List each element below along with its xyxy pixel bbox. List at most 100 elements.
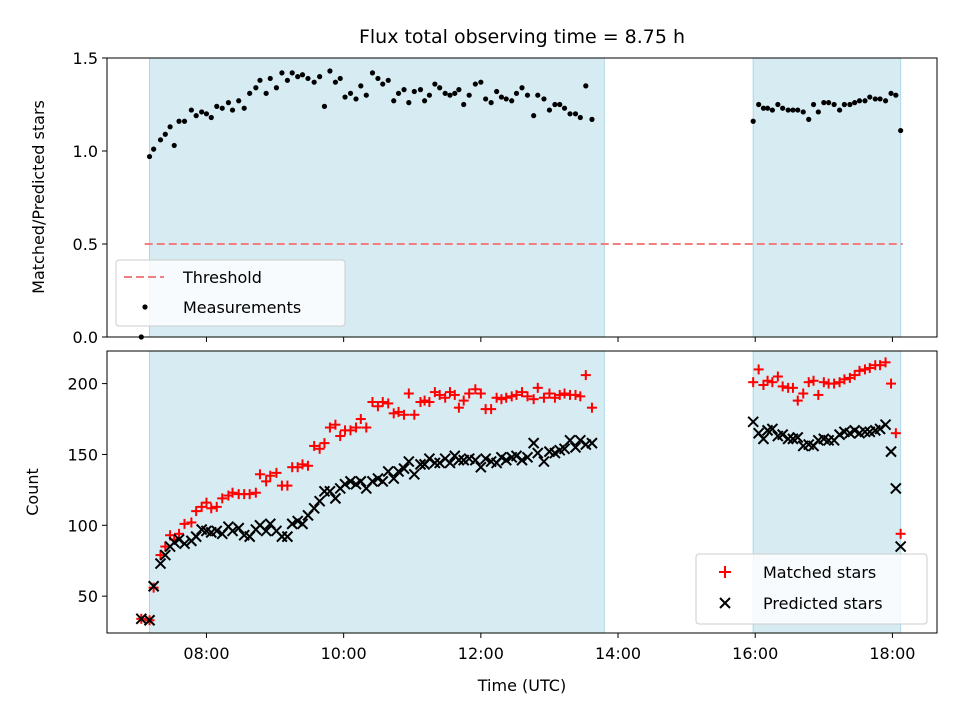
measurement-point — [483, 96, 489, 102]
matched-star-point — [854, 365, 865, 376]
measurement-point — [806, 116, 812, 122]
predicted-star-point — [382, 465, 394, 478]
matched-star-point — [798, 388, 809, 399]
chart-title: Flux total observing time = 8.75 h — [359, 26, 685, 48]
measurement-point — [775, 101, 781, 108]
measurement-point — [494, 88, 500, 95]
measurement-point — [456, 87, 462, 93]
y-tick-label: 50 — [78, 587, 98, 606]
matched-star-point — [186, 517, 197, 528]
matched-star-point — [383, 398, 394, 409]
measurement-point — [466, 92, 472, 98]
predicted-star-point — [154, 557, 167, 570]
predicted-star-point — [475, 461, 487, 473]
measurement-point — [332, 79, 339, 85]
measurement-point — [295, 74, 301, 80]
matched-star-point — [580, 370, 591, 381]
measurement-point — [756, 101, 762, 108]
predicted-star-point — [429, 457, 441, 469]
matched-star-point — [227, 487, 238, 498]
measurement-point — [882, 98, 889, 104]
measurement-point — [785, 107, 791, 113]
measurement-point — [253, 85, 259, 91]
ratio-legend-box — [115, 259, 346, 327]
predicted-star-point — [398, 462, 410, 475]
measurement-point — [867, 94, 873, 100]
predicted-star-point — [527, 437, 540, 449]
matched-star-point — [302, 460, 313, 471]
measurement-point — [519, 85, 525, 91]
measurement-point — [342, 94, 348, 100]
measurement-point — [764, 105, 771, 111]
matched-star-point — [409, 409, 420, 420]
measurement-point — [171, 142, 177, 149]
matched-star-point — [440, 392, 451, 403]
measurement-point — [347, 90, 354, 96]
measurement-point — [421, 98, 428, 104]
measurement-point — [321, 103, 328, 109]
matched-star-point — [403, 388, 414, 399]
measurement-point — [447, 92, 453, 98]
matched-star-point — [453, 402, 464, 413]
matched-star-point — [522, 391, 533, 402]
measurement-point — [401, 87, 407, 93]
predicted-star-point — [388, 472, 400, 485]
measurement-point — [236, 98, 242, 104]
measurement-point — [193, 113, 199, 119]
count-points — [135, 357, 907, 626]
predicted-star-point — [444, 457, 456, 469]
measurement-point — [391, 98, 397, 104]
matched-star-point — [762, 375, 773, 386]
measurement-point — [503, 96, 509, 102]
measurement-point — [800, 109, 806, 115]
measurement-point — [472, 81, 478, 87]
ratio-y-axis-label: Matched/Predicted stars — [29, 100, 48, 294]
x-tick-label: 14:00 — [595, 644, 641, 663]
predicted-star-point — [564, 434, 576, 446]
y-tick-label: 1.5 — [73, 49, 98, 68]
measurement-point — [406, 100, 412, 106]
matched-star-point — [491, 392, 502, 403]
matched-star-point — [434, 389, 445, 400]
measurement-point — [229, 107, 236, 113]
matched-star-point — [282, 480, 293, 491]
measurement-point — [769, 107, 775, 113]
measurement-point — [299, 72, 306, 78]
measurement-point — [151, 146, 157, 152]
matched-star-point — [808, 375, 819, 386]
matched-star-point — [265, 470, 276, 481]
y-tick-label: 1.0 — [73, 142, 98, 161]
measurement-point — [241, 105, 247, 111]
matched-star-point — [544, 388, 555, 399]
predicted-star-point — [159, 549, 172, 561]
matched-star-point — [748, 377, 759, 388]
measurement-point — [437, 85, 443, 91]
predicted-star-point — [538, 455, 550, 468]
count-panel: 50 100 150 200 08:00 10:00 12:00 14:00 16:00 18:… — [23, 350, 938, 695]
measurement-point — [557, 101, 563, 108]
matched-star-point — [511, 389, 522, 400]
matched-star-point — [496, 394, 507, 405]
x-tick-label: 18:00 — [869, 644, 915, 663]
predicted-star-point — [879, 418, 892, 431]
matched-star-point — [458, 395, 469, 406]
measurement-point — [826, 100, 832, 106]
measurement-point — [498, 94, 505, 100]
ratio-y-ticks: 0.0 0.5 1.0 1.5 — [73, 49, 107, 347]
measurement-point — [524, 92, 531, 98]
matched-star-point — [886, 378, 897, 389]
measurement-point — [279, 70, 285, 76]
x-tick-label: 10:00 — [321, 644, 367, 663]
measurement-point — [831, 101, 837, 108]
measurement-point — [181, 118, 188, 124]
predicted-star-point — [143, 614, 156, 626]
matched-star-point — [191, 506, 202, 517]
x-tick-label: 08:00 — [183, 644, 229, 663]
measurement-point — [780, 105, 786, 111]
predicted-star-point — [408, 468, 421, 480]
matched-star-point — [449, 389, 460, 400]
x-tick-label: 16:00 — [732, 644, 778, 663]
measurement-point — [146, 153, 153, 160]
matched-star-point — [155, 550, 166, 561]
